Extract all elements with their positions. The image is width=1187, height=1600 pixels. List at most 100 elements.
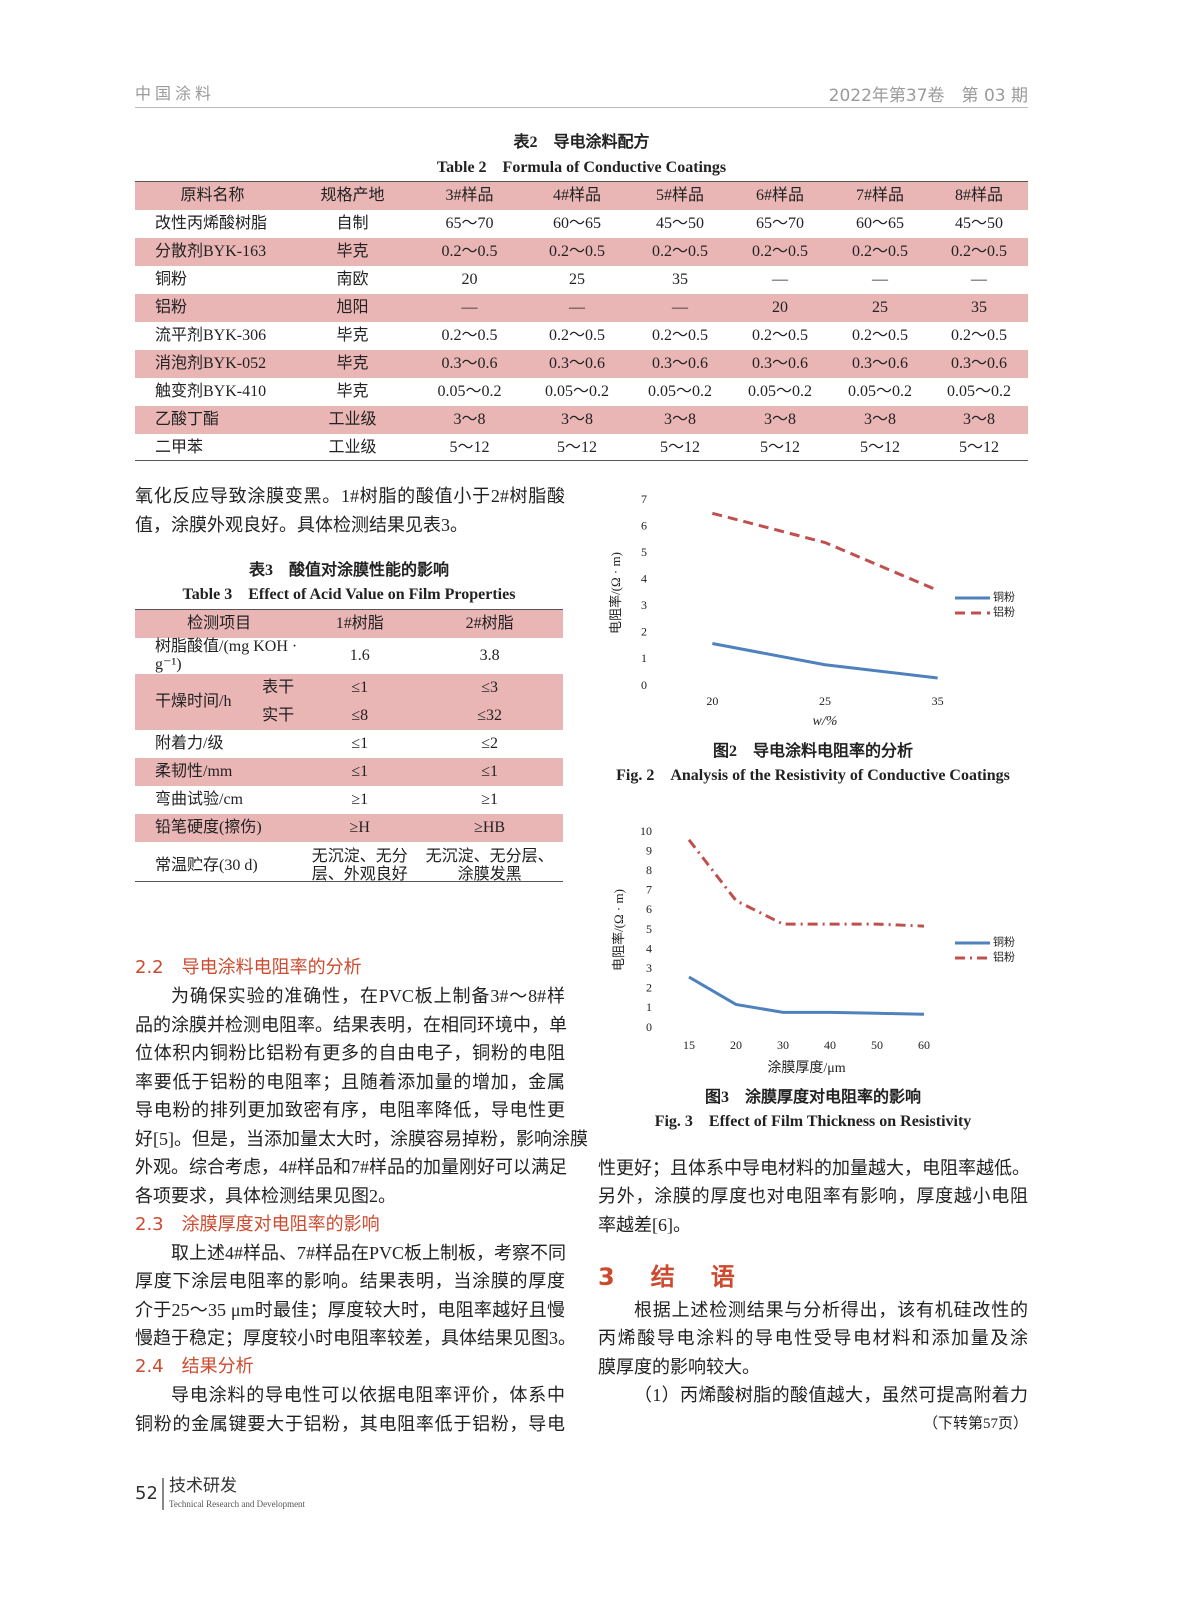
table-cell: 5～12	[859, 439, 900, 456]
table-cell: 20	[730, 294, 830, 322]
table-cell: ≤3	[416, 674, 563, 702]
table-cell: 3～8	[630, 406, 730, 434]
table-cell: 5～12	[449, 439, 490, 456]
table-cell: 25	[830, 294, 930, 322]
x-tick-label: 35	[932, 694, 944, 708]
table-cell: 0.2～0.5	[630, 238, 730, 266]
y-tick-label: 5	[646, 922, 652, 936]
continued-note: （下转第57页）	[922, 1416, 1028, 1432]
table-row: 改性丙烯酸树脂 自制 65～70 60～65 45～50 65～70 60～65 45～50	[135, 210, 1028, 238]
table-cell: 5～12	[759, 439, 800, 456]
table-row: 常温贮存(30 d) 无沉淀、无分层、外观良好 无沉淀、无分层、涂膜发黑	[135, 842, 563, 890]
figure-caption-en: Fig. 2 Analysis of the Resistivity of Co…	[616, 767, 1010, 784]
table-cell: 0.2～0.5	[524, 238, 630, 266]
table-row: 触变剂BYK-410 毕克 0.05～0.2 0.05～0.2 0.05～0.2 0.05…	[135, 378, 1028, 406]
table-cell: 0.2～0.5	[830, 238, 930, 266]
body-line: 位体积内铜粉比铝粉有更多的自由电子，铜粉的电阻	[135, 1043, 565, 1063]
y-tick-label: 2	[641, 625, 647, 639]
table-cell: 0.05～0.2	[747, 383, 812, 400]
body-line: 介于25～35 μm时最佳；厚度较大时，电阻率越好且慢	[135, 1300, 565, 1320]
header-rule	[135, 107, 1028, 108]
body-line: 导电涂料的导电性可以依据电阻率评价，体系中	[171, 1385, 565, 1405]
body-line: 丙烯酸导电涂料的导电性受导电材料和添加量及涂	[598, 1328, 1028, 1348]
table-cell: —	[872, 271, 888, 288]
table-row: 检测项目 1#树脂 2#树脂	[135, 610, 563, 638]
table-cell: 0.2～0.5	[751, 327, 808, 344]
y-tick-label: 3	[641, 598, 647, 612]
table-cell: 0.2～0.5	[950, 327, 1007, 344]
table-cell: ≤32	[416, 702, 563, 730]
y-tick-label: 1	[641, 651, 647, 665]
x-axis-title: 涂膜厚度/μm	[767, 1060, 845, 1076]
data-line	[688, 975, 925, 1016]
legend-label: 铝粉	[993, 950, 1015, 964]
table-cell: 65～70	[445, 215, 494, 232]
table3-bottom-rule	[135, 881, 563, 882]
data-line	[712, 642, 938, 680]
section-heading: 2.3 涂膜厚度对电阻率的影响	[135, 1214, 380, 1235]
body-line: 慢趋于稳定；厚度较小时电阻率较差，具体结果见图3。	[135, 1328, 576, 1348]
body-line: 值，涂膜外观良好。具体检测结果见表3。	[135, 515, 468, 535]
table-cell: 毕克	[336, 327, 369, 344]
table-cell: 0.3～0.6	[630, 350, 730, 378]
footer-bar	[162, 1478, 164, 1510]
y-tick-label: 6	[641, 518, 647, 532]
y-axis-title: 电阻率/(Ω · m)	[608, 552, 623, 634]
table-cell: 0.05～0.2	[847, 383, 912, 400]
table-cell: 铝粉	[135, 294, 290, 322]
table-cell: ≥HB	[416, 814, 563, 842]
column-header: 2#树脂	[416, 610, 563, 638]
table-cell: 5～12	[659, 439, 700, 456]
x-tick-label: 30	[777, 1038, 789, 1052]
table-row: 分散剂BYK-163 毕克 0.2～0.5 0.2～0.5 0.2～0.5 0.2～0.5…	[135, 238, 1028, 266]
x-tick-label: 40	[824, 1038, 836, 1052]
table-cell: 45～50	[655, 215, 704, 232]
table-cell: —	[971, 271, 987, 288]
column-header: 6#样品	[730, 182, 830, 210]
column-header: 1#树脂	[303, 610, 417, 638]
table-cell: 工业级	[290, 406, 415, 434]
table-cell: 毕克	[336, 383, 369, 400]
table-cell: 35	[672, 271, 688, 288]
table-cell: 树脂酸值/(mg KOH · g⁻¹)	[155, 638, 298, 673]
table-row: 铜粉 南欧 20 25 35 — — —	[135, 266, 1028, 294]
body-line: 铜粉的金属键要大于铝粉，其电阻率低于铝粉，导电	[135, 1414, 565, 1434]
issue-info: 2022年第37卷 第 03 期	[828, 86, 1028, 106]
table-cell: 0.3～0.6	[730, 350, 830, 378]
table-cell: 实干	[242, 702, 304, 730]
table-row: 柔韧性/mm ≤1 ≤1	[135, 758, 563, 786]
table-cell: 5～12	[556, 439, 597, 456]
body-line: 导电粉的排列更加致密有序，电阻率降低，导电性更	[135, 1100, 565, 1120]
figure-caption: 图3 涂膜厚度对电阻率的影响	[704, 1089, 921, 1106]
table-cell: 铅笔硬度(擦伤)	[135, 814, 304, 842]
legend-label: 铜粉	[993, 935, 1015, 949]
body-line: 根据上述检测结果与分析得出，该有机硅改性的	[634, 1300, 1028, 1320]
table-cell: 0.05～0.2	[946, 383, 1011, 400]
x-tick-label: 60	[918, 1038, 930, 1052]
table-cell: ≥1	[351, 791, 369, 808]
data-line	[687, 838, 925, 928]
body-line: 另外，涂膜的厚度也对电阻率有影响，厚度越小电阻	[598, 1186, 1028, 1206]
table-title-en: Table 3 Effect of Acid Value on Film Pro…	[182, 586, 516, 603]
table-cell: ≤2	[481, 735, 498, 752]
section-heading: 3 结 语	[598, 1263, 741, 1291]
table-cell: 触变剂BYK-410	[155, 383, 267, 400]
table-row: 铝粉 旭阳 — — —20 25 35	[135, 294, 1028, 322]
table-cell: 毕克	[290, 238, 415, 266]
y-tick-label: 9	[646, 843, 652, 857]
table-cell: 铜粉	[155, 271, 188, 288]
table-cell: 3.8	[479, 647, 500, 664]
table-cell: ≤1	[303, 674, 417, 702]
table-row: 弯曲试验/cm ≥1 ≥1	[135, 786, 563, 814]
column-header: 7#样品	[830, 182, 930, 210]
y-tick-label: 3	[646, 961, 652, 975]
table-cell: 0.2～0.5	[548, 327, 605, 344]
y-tick-label: 5	[641, 545, 647, 559]
table-cell: 弯曲试验/cm	[155, 791, 243, 808]
table-cell: 消泡剂BYK-052	[135, 350, 290, 378]
legend-label: 铜粉	[993, 590, 1015, 604]
table-row: 干燥时间/h 表干 ≤1 ≤3	[135, 674, 563, 730]
table-cell: 0.05～0.2	[437, 383, 502, 400]
